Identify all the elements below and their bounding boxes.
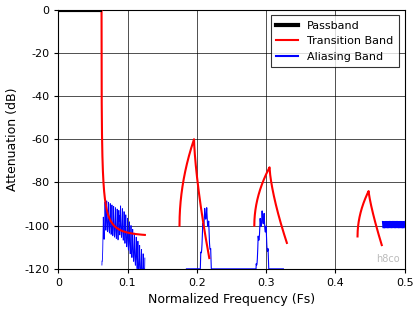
X-axis label: Normalized Frequency (Fs): Normalized Frequency (Fs) [148,294,315,306]
Legend: Passband, Transition Band, Aliasing Band: Passband, Transition Band, Aliasing Band [271,15,399,67]
Y-axis label: Attenuation (dB): Attenuation (dB) [5,87,18,191]
Text: h8co: h8co [376,254,399,264]
